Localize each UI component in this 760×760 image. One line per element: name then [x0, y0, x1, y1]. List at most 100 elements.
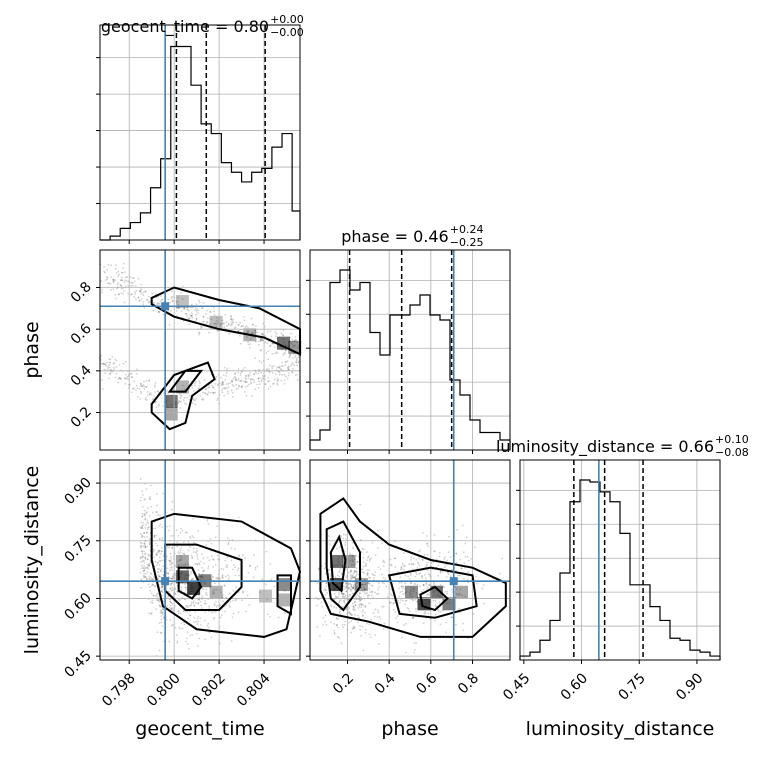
sample-point [246, 336, 248, 339]
sample-point [237, 385, 240, 387]
sample-point [251, 395, 253, 397]
sample-point [345, 566, 347, 569]
sample-point [443, 585, 445, 588]
sample-point [195, 551, 197, 554]
sample-point [156, 568, 159, 570]
sample-point [149, 498, 152, 501]
sample-point [146, 391, 149, 393]
sample-point [213, 603, 216, 606]
sample-point [158, 302, 161, 305]
sample-point [217, 397, 219, 400]
sample-point [103, 363, 105, 365]
sample-point [330, 605, 333, 608]
sample-point [358, 596, 361, 598]
title-upper-error: +0.10 [715, 433, 749, 446]
sample-point [220, 389, 223, 392]
sample-point [167, 572, 170, 575]
density-layer [99, 262, 504, 661]
sample-point [366, 622, 368, 625]
sample-point [348, 611, 351, 614]
sample-point [214, 536, 217, 539]
sample-point [171, 546, 174, 549]
sample-point [207, 622, 210, 625]
sample-point [170, 608, 173, 611]
sample-point [232, 395, 234, 398]
sample-point [267, 376, 270, 379]
sample-point [354, 608, 356, 611]
sample-point [260, 371, 263, 374]
sample-point [243, 315, 245, 318]
sample-point [421, 558, 424, 561]
sample-point [216, 316, 218, 319]
sample-point [159, 300, 162, 303]
sample-point [285, 349, 287, 352]
sample-point [231, 320, 234, 323]
x-tick-label: 0.802 [189, 670, 229, 710]
sample-point [422, 583, 425, 586]
sample-point [291, 338, 294, 341]
sample-point [449, 575, 452, 578]
sample-point [148, 575, 150, 578]
sample-point [222, 322, 225, 324]
sample-point [152, 548, 155, 551]
sample-point [179, 627, 182, 630]
sample-point [330, 621, 332, 624]
sample-point [175, 301, 178, 303]
sample-point [358, 603, 361, 606]
sample-point [404, 582, 407, 585]
sample-point [117, 282, 120, 285]
sample-point [141, 515, 144, 518]
sample-point [433, 582, 435, 584]
sample-point [193, 384, 196, 387]
sample-point [462, 622, 465, 625]
sample-point [188, 310, 190, 312]
sample-point [222, 381, 225, 384]
sample-point [157, 549, 160, 552]
sample-point [145, 385, 148, 388]
sample-point [365, 565, 367, 568]
sample-point [324, 593, 327, 596]
sample-point [253, 553, 256, 556]
sample-point [193, 605, 196, 607]
sample-point [228, 604, 231, 607]
sample-point [170, 582, 173, 585]
sample-point [110, 276, 113, 279]
sample-point [133, 280, 136, 283]
y-axis-label: phase [21, 321, 43, 378]
sample-point [190, 601, 193, 603]
sample-point [362, 609, 365, 612]
sample-point [221, 391, 224, 394]
sample-point [135, 384, 138, 387]
sample-point [325, 585, 328, 588]
sample-point [168, 560, 171, 563]
sample-point [356, 561, 359, 563]
sample-point [368, 587, 371, 590]
sample-point [460, 567, 463, 570]
sample-point [175, 633, 178, 636]
sample-point [190, 554, 193, 557]
sample-point [458, 593, 461, 595]
sample-point [137, 296, 140, 299]
sample-point [154, 595, 157, 598]
sample-point [244, 610, 247, 613]
sample-point [224, 313, 227, 316]
sample-point [435, 605, 438, 608]
sample-point [270, 335, 273, 338]
sample-point [457, 574, 460, 577]
sample-point [200, 325, 202, 328]
sample-point [425, 583, 428, 585]
sample-point [461, 594, 463, 597]
sample-point [158, 310, 160, 313]
sample-point [123, 281, 126, 284]
contour-line [164, 543, 243, 611]
sample-point [232, 321, 235, 324]
sample-point [156, 554, 158, 556]
sample-point [359, 538, 362, 541]
sample-point [114, 358, 116, 361]
sample-point [283, 374, 286, 376]
sample-point [287, 368, 290, 371]
sample-point [190, 314, 193, 317]
sample-point [216, 525, 219, 528]
density-cell [164, 395, 178, 408]
sample-point [141, 560, 144, 563]
